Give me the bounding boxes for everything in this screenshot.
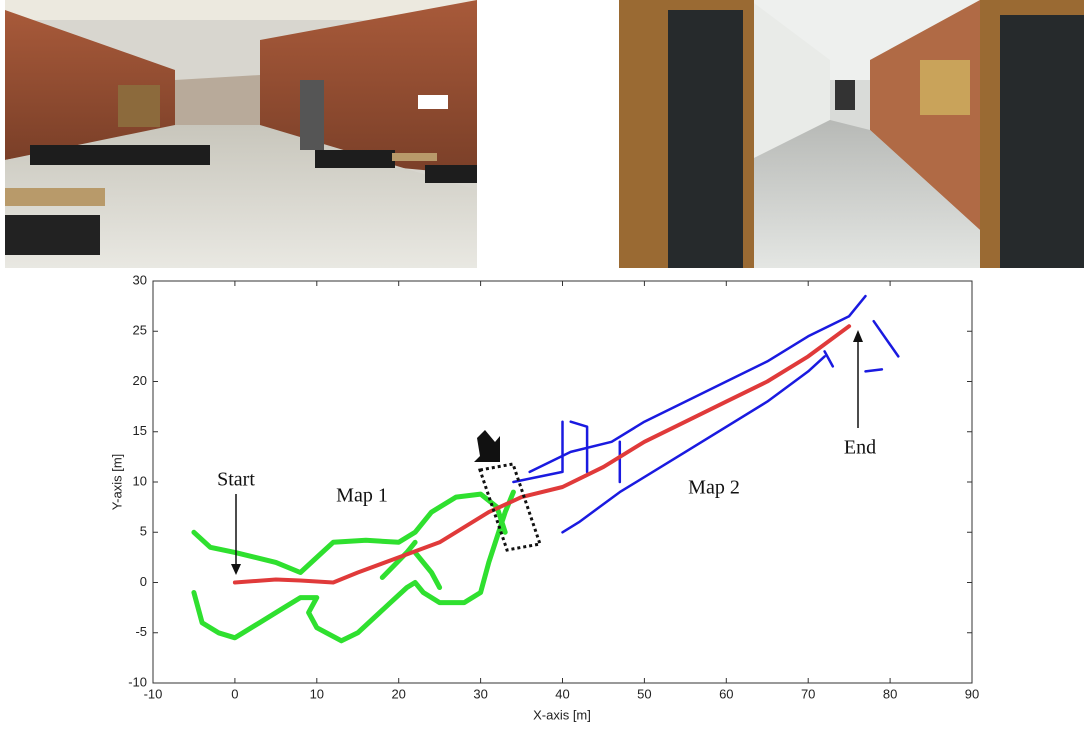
y-tick-label: 15 — [133, 423, 147, 438]
x-tick-label: 20 — [391, 686, 405, 701]
map-label: Map 2 — [688, 477, 740, 499]
x-tick-label: 90 — [965, 686, 979, 701]
x-axis-title: X-axis [m] — [533, 707, 591, 722]
y-tick-label: 0 — [140, 574, 147, 589]
map-label: Map 1 — [336, 485, 388, 507]
x-tick-label: 30 — [473, 686, 487, 701]
x-tick-label: 50 — [637, 686, 651, 701]
x-tick-label: 0 — [231, 686, 238, 701]
x-tick-label: 10 — [310, 686, 324, 701]
x-tick-label: 40 — [555, 686, 569, 701]
y-axis-title: Y-axis [m] — [109, 454, 124, 511]
y-tick-label: -10 — [128, 674, 147, 689]
annotation: End — [844, 437, 876, 459]
y-tick-label: -5 — [135, 624, 147, 639]
x-tick-label: 70 — [801, 686, 815, 701]
y-tick-label: 20 — [133, 373, 147, 388]
plot-frame — [153, 281, 972, 683]
y-tick-label: 30 — [133, 272, 147, 287]
photo-corridor — [619, 0, 1084, 268]
annotation: Start — [217, 469, 255, 491]
figure: X-axis [m] Y-axis [m] -10010203040506070… — [0, 0, 1086, 729]
y-tick-label: 10 — [133, 473, 147, 488]
photo-lobby — [5, 0, 477, 268]
x-tick-label: 80 — [883, 686, 897, 701]
y-tick-label: 25 — [133, 323, 147, 338]
y-tick-label: 5 — [140, 524, 147, 539]
x-tick-label: 60 — [719, 686, 733, 701]
